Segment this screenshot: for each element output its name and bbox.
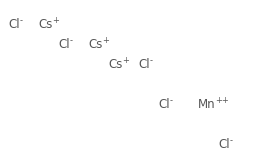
Text: +: +	[122, 56, 129, 65]
Text: -: -	[70, 36, 73, 45]
Text: Cl: Cl	[58, 38, 70, 51]
Text: ++: ++	[216, 96, 229, 105]
Text: +: +	[102, 36, 109, 45]
Text: -: -	[170, 96, 173, 105]
Text: Cl: Cl	[8, 18, 20, 31]
Text: Cl: Cl	[138, 58, 150, 71]
Text: Cl: Cl	[218, 138, 230, 151]
Text: -: -	[20, 16, 23, 25]
Text: -: -	[150, 56, 153, 65]
Text: Cs: Cs	[108, 58, 122, 71]
Text: -: -	[230, 136, 233, 145]
Text: Mn: Mn	[198, 98, 216, 111]
Text: Cl: Cl	[158, 98, 170, 111]
Text: Cs: Cs	[88, 38, 102, 51]
Text: +: +	[52, 16, 59, 25]
Text: Cs: Cs	[38, 18, 52, 31]
